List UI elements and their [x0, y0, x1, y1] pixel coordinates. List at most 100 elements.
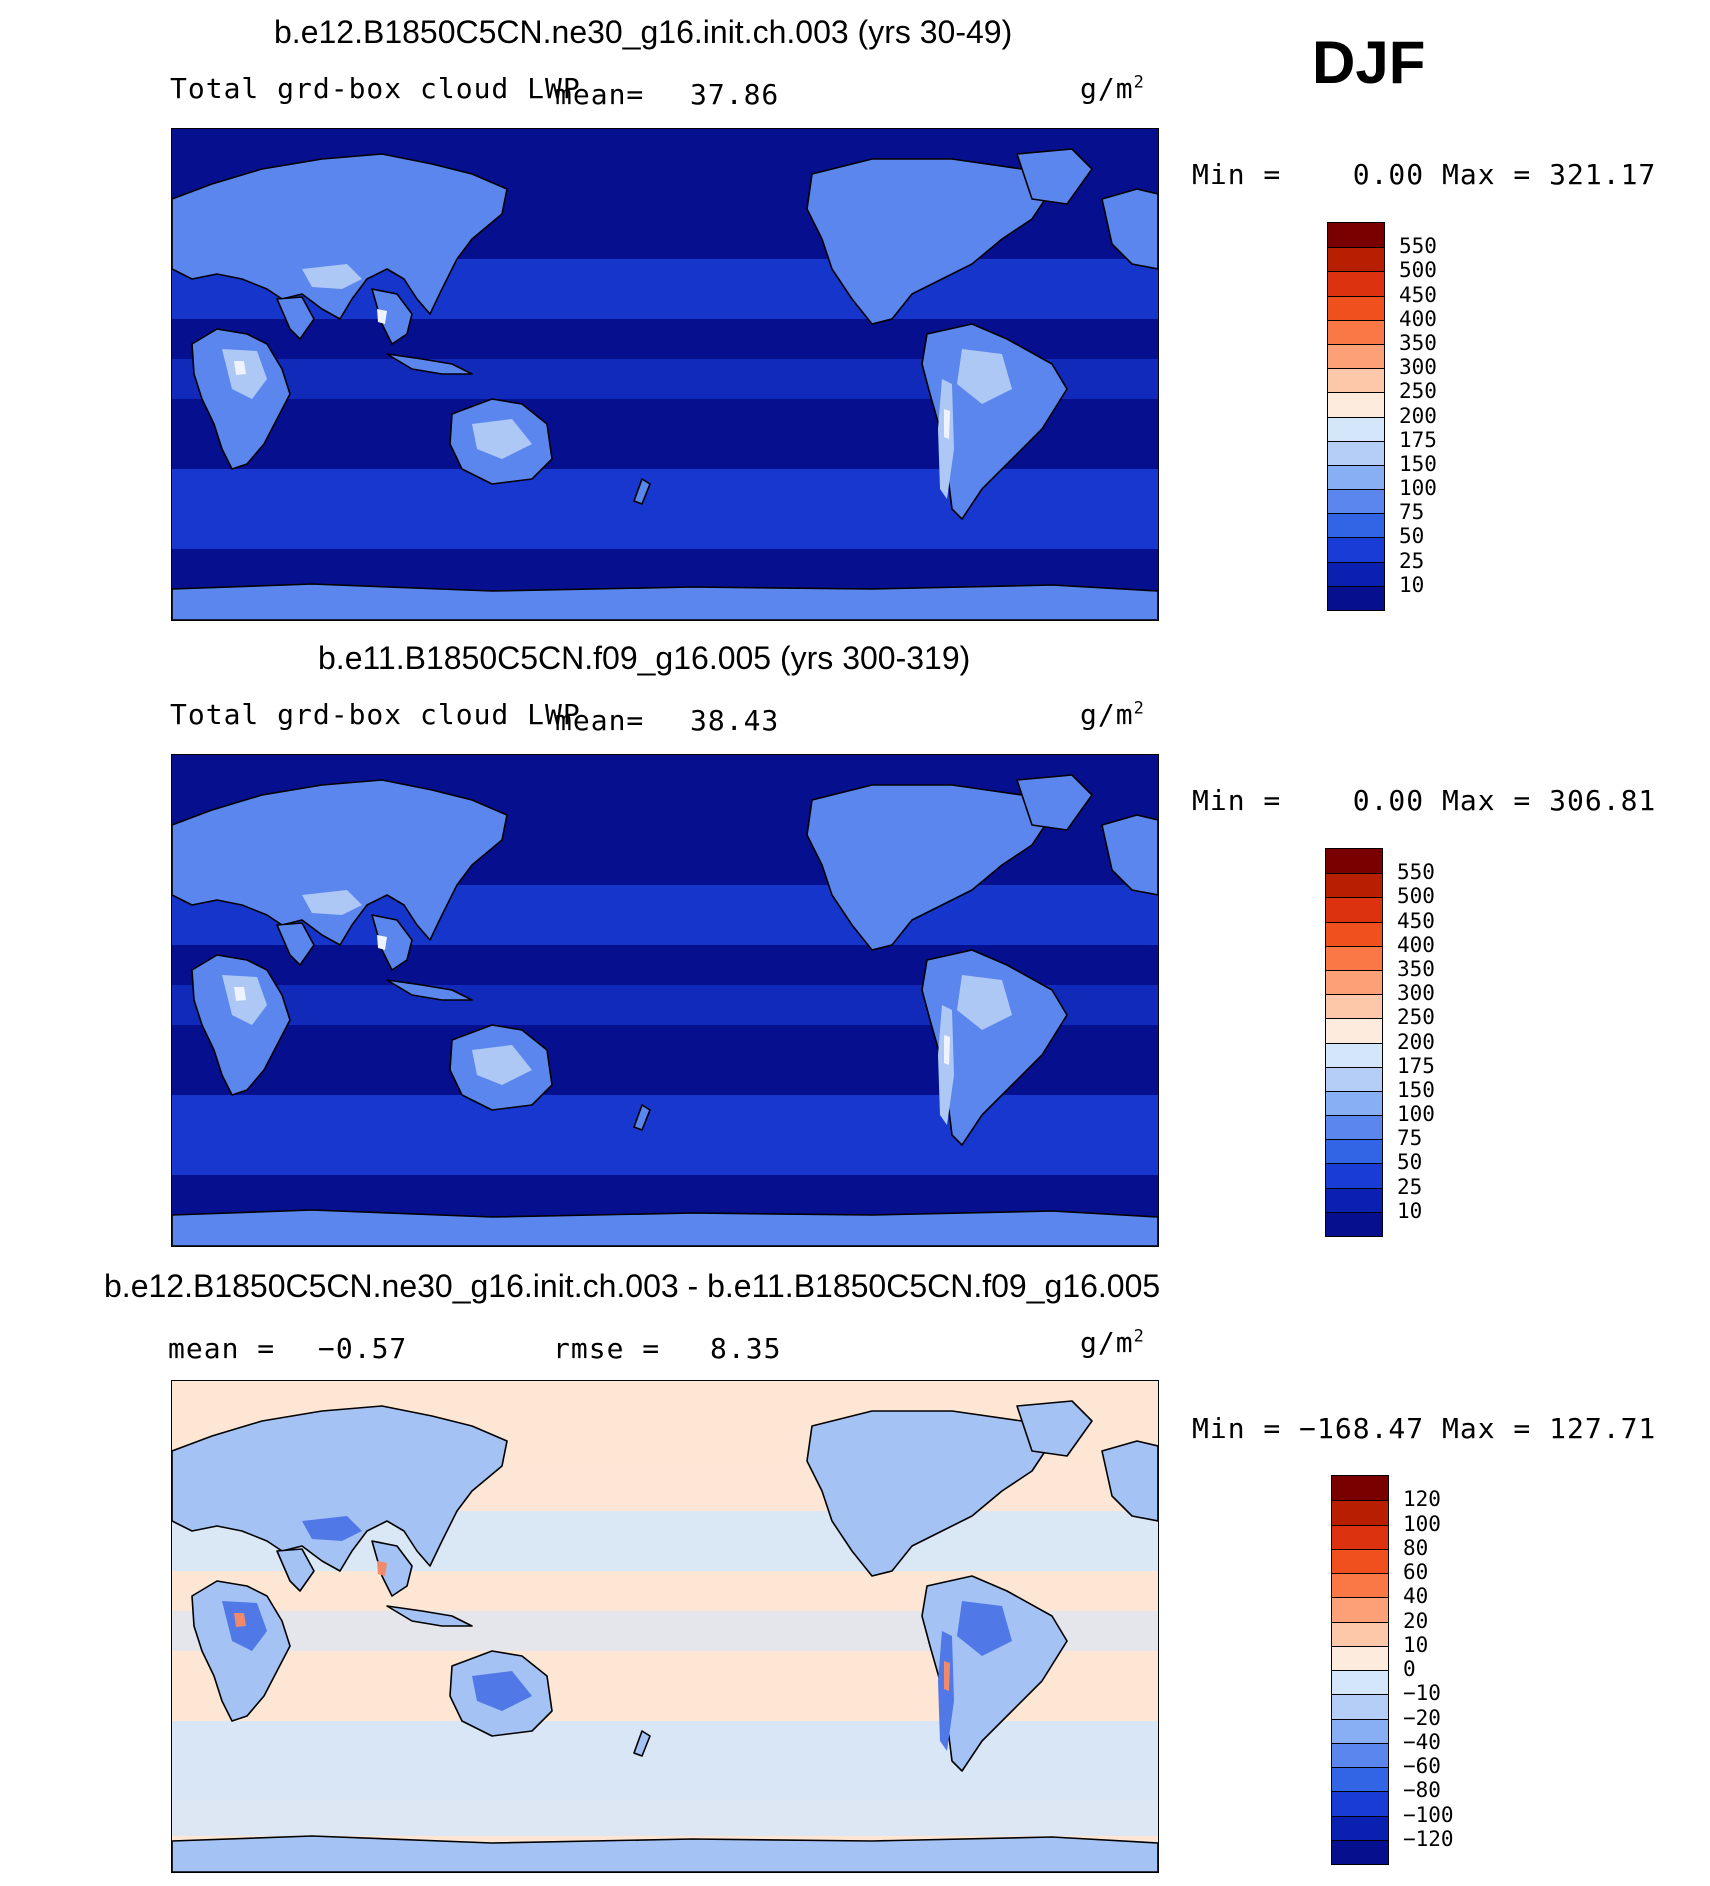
map-contour-tibet: [302, 1516, 362, 1541]
map-zonal-band: [172, 1095, 1158, 1175]
colorbar-segment: [1326, 1187, 1382, 1212]
colorbar-segment: [1328, 416, 1384, 441]
colorbar-tick-label: 175: [1399, 427, 1437, 452]
map-zonal-band: [172, 1801, 1158, 1836]
colorbar-tick-label: 400: [1397, 932, 1435, 957]
panel-1-units: g/m2: [1080, 72, 1145, 105]
colorbar-segment: [1326, 1018, 1382, 1043]
panel-2-mean-label: mean=: [555, 704, 645, 737]
map-contour-asiaPk: [377, 935, 387, 950]
colorbar-tick-label: 500: [1397, 884, 1435, 909]
map-zonal-band: [172, 1721, 1158, 1801]
map-coastline-nz: [633, 478, 651, 505]
map-contour-asiaPk: [377, 1561, 387, 1576]
colorbar-tick-label: 350: [1397, 956, 1435, 981]
map-coastline-europe: [1101, 188, 1158, 270]
map-contour-ausHi: [472, 1671, 532, 1711]
colorbar-tick-label: −20: [1403, 1705, 1441, 1730]
panel-2-map: [171, 754, 1159, 1247]
colorbar-segment: [1332, 1524, 1388, 1549]
colorbar-segment: [1326, 969, 1382, 995]
colorbar-segment: [1328, 271, 1384, 296]
colorbar-segment: [1332, 1742, 1388, 1767]
map-contour-andesPk: [944, 1035, 950, 1065]
colorbar-segment: [1332, 1548, 1388, 1573]
colorbar-1: [1327, 222, 1385, 611]
panel-3-rmse-value: 8.35: [710, 1332, 782, 1365]
colorbar-tick-label: 150: [1397, 1077, 1435, 1102]
map-coastline-antarctica: [172, 1835, 1158, 1872]
colorbar-tick-label: −100: [1403, 1802, 1454, 1827]
map-coastline-samerica: [921, 323, 1068, 520]
panel-3-mean-value: −0.57: [318, 1332, 408, 1365]
panel-1-mean-label: mean=: [555, 78, 645, 111]
colorbar-tick-label: 120: [1403, 1487, 1441, 1512]
colorbar-segment: [1328, 392, 1384, 417]
panel-2-mean-value: 38.43: [690, 704, 780, 737]
colorbar-tick-label: 500: [1399, 258, 1437, 283]
colorbar-segment: [1332, 1694, 1388, 1719]
colorbar-segment: [1326, 994, 1382, 1019]
map-coastline-indonesia: [386, 353, 473, 375]
map-contour-andes: [938, 1005, 954, 1125]
map-contour-andes: [938, 1631, 954, 1751]
panel-3-mean-label: mean =: [168, 1332, 276, 1365]
colorbar-tick-label: 75: [1399, 500, 1425, 525]
map-coastline-nz: [633, 1104, 651, 1131]
map-contour-ausHi: [472, 419, 532, 459]
colorbar-tick-label: 400: [1399, 306, 1437, 331]
colorbar-tick-label: 10: [1397, 1198, 1423, 1223]
panel-3-minmax: Min = −168.47 Max = 127.71: [1192, 1412, 1657, 1445]
map-contour-tibet: [302, 890, 362, 915]
panel-1-title: b.e12.B1850C5CN.ne30_g16.init.ch.003 (yr…: [274, 14, 1013, 50]
colorbar-segment: [1326, 1042, 1382, 1067]
colorbar-segment: [1328, 464, 1384, 490]
colorbar-segment: [1326, 897, 1382, 922]
colorbar-segment: [1332, 1645, 1388, 1670]
map-coastline-namerica: [806, 1410, 1053, 1577]
colorbar-2: [1325, 848, 1383, 1237]
map-coastline-europe: [1101, 814, 1158, 896]
colorbar-segment: [1326, 921, 1382, 946]
map-contour-amazon: [957, 1601, 1012, 1656]
colorbar-tick-label: 75: [1397, 1126, 1423, 1151]
colorbar-segment: [1328, 343, 1384, 369]
colorbar-segment: [1326, 1115, 1382, 1140]
colorbar-segment: [1328, 247, 1384, 272]
colorbar-tick-label: 350: [1399, 330, 1437, 355]
colorbar-segment: [1328, 585, 1384, 610]
map-coastline-indonesia: [386, 979, 473, 1001]
map-contour-africaPk: [234, 987, 246, 1001]
map-coastline-eurasia: [172, 1405, 508, 1572]
colorbar-tick-label: −40: [1403, 1729, 1441, 1754]
map-coastline-seasia: [371, 1540, 413, 1597]
map-contour-amazon: [957, 349, 1012, 404]
map-zonal-band: [172, 469, 1158, 549]
map-coastline-namerica: [806, 158, 1053, 325]
colorbar-segment: [1328, 368, 1384, 393]
map-coastline-seasia: [371, 914, 413, 971]
map-coastline-europe: [1101, 1440, 1158, 1522]
colorbar-segment: [1328, 295, 1384, 320]
panel-2-variable-label: Total grd-box cloud LWP: [170, 698, 581, 731]
map-coastline-africa: [191, 328, 291, 470]
colorbar-tick-label: 100: [1397, 1102, 1435, 1127]
colorbar-tick-label: 50: [1399, 524, 1425, 549]
colorbar-segment: [1332, 1718, 1388, 1743]
map-coastline-seasia: [371, 288, 413, 345]
colorbar-segment: [1332, 1621, 1388, 1646]
colorbar-segment: [1332, 1791, 1388, 1816]
panel-2-units: g/m2: [1080, 698, 1145, 731]
map-coastline-antarctica: [172, 583, 1158, 620]
colorbar-tick-label: −60: [1403, 1754, 1441, 1778]
map-coastline-india: [276, 1548, 315, 1592]
map-contour-asiaPk: [377, 309, 387, 324]
colorbar-tick-label: 250: [1399, 379, 1437, 404]
map-coastline-africa: [191, 954, 291, 1096]
colorbar-tick-label: 25: [1397, 1174, 1423, 1199]
colorbar-segment: [1328, 513, 1384, 538]
colorbar-tick-label: 20: [1403, 1608, 1429, 1633]
panel-2-title: b.e11.B1850C5CN.f09_g16.005 (yrs 300-319…: [318, 640, 971, 676]
colorbar-segment: [1332, 1839, 1388, 1864]
map-coastline-india: [276, 922, 315, 966]
